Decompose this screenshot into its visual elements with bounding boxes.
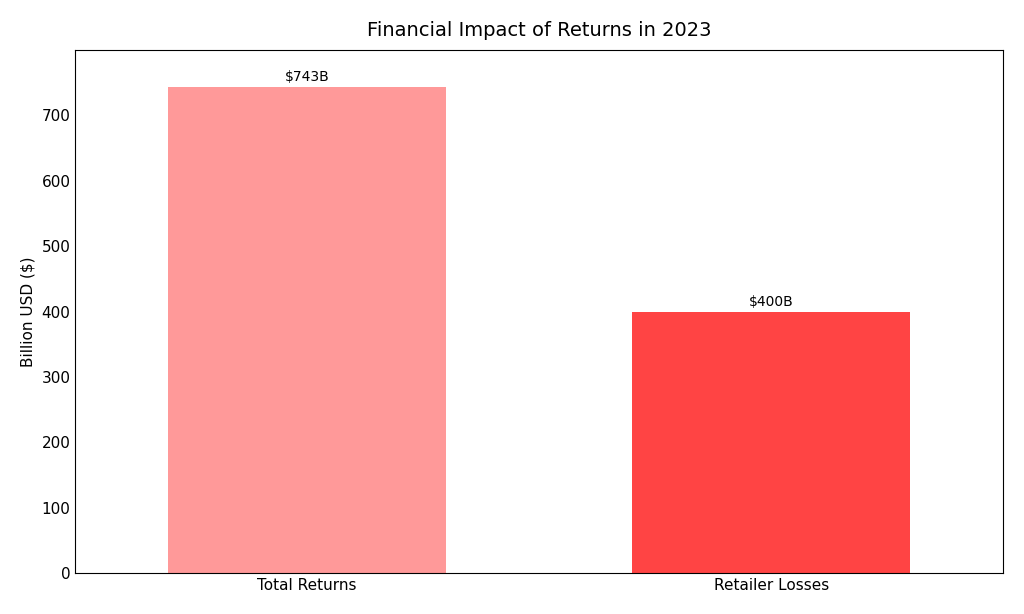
Text: $743B: $743B xyxy=(285,71,330,84)
Title: Financial Impact of Returns in 2023: Financial Impact of Returns in 2023 xyxy=(367,21,712,40)
Bar xyxy=(632,311,910,573)
Bar xyxy=(168,87,446,573)
Text: $400B: $400B xyxy=(749,295,794,309)
Y-axis label: Billion USD ($): Billion USD ($) xyxy=(20,256,36,367)
